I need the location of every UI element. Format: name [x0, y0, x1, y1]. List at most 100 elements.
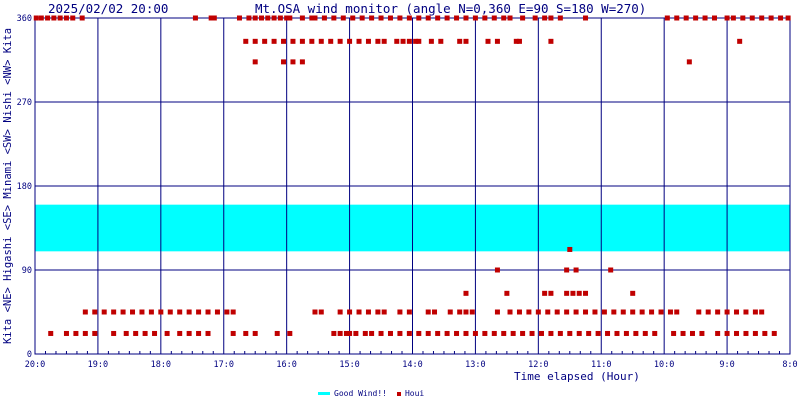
houi-point: [287, 330, 293, 336]
houi-point: [611, 309, 617, 315]
y-tick-label: 270: [17, 98, 32, 108]
houi-point: [350, 15, 356, 21]
houi-point: [564, 290, 570, 296]
houi-point: [482, 330, 488, 336]
houi-point: [133, 330, 139, 336]
houi-point: [365, 38, 371, 44]
chart-title: Mt.OSA wind monitor (angle N=0,360 E=90 …: [255, 1, 647, 16]
houi-point: [33, 15, 39, 21]
houi-point: [570, 290, 576, 296]
houi-point: [347, 309, 353, 315]
houi-point: [243, 38, 249, 44]
houi-point: [463, 290, 469, 296]
houi-point: [299, 15, 305, 21]
houi-point: [583, 15, 589, 21]
houi-point: [262, 38, 268, 44]
houi-point: [224, 309, 230, 315]
houi-point: [689, 330, 695, 336]
houi-point: [347, 330, 353, 336]
houi-point: [82, 309, 88, 315]
houi-point: [630, 309, 636, 315]
houi-point: [120, 309, 126, 315]
plot-frame: [34, 17, 791, 355]
houi-point: [583, 309, 589, 315]
houi-point: [605, 330, 611, 336]
houi-point: [328, 38, 334, 44]
houi-point: [545, 309, 551, 315]
houi-point: [287, 15, 293, 21]
houi-point: [142, 330, 148, 336]
houi-point: [740, 15, 746, 21]
houi-point: [82, 330, 88, 336]
houi-point: [130, 309, 136, 315]
houi-point: [45, 15, 51, 21]
houi-point: [771, 330, 777, 336]
houi-point: [428, 38, 434, 44]
houi-point: [557, 15, 563, 21]
houi-point: [759, 309, 765, 315]
houi-point: [435, 330, 441, 336]
houi-point: [623, 330, 629, 336]
houi-point: [494, 38, 500, 44]
houi-point: [375, 309, 381, 315]
houi-point: [186, 309, 192, 315]
houi-point: [111, 309, 117, 315]
houi-point: [576, 330, 582, 336]
houi-point: [749, 15, 755, 21]
houi-point: [724, 309, 730, 315]
houi-point: [494, 309, 500, 315]
houi-point: [378, 15, 384, 21]
houi-point: [425, 309, 431, 315]
houi-point: [595, 330, 601, 336]
houi-point: [712, 15, 717, 21]
houi-point: [318, 309, 324, 315]
houi-point: [309, 15, 315, 21]
houi-point: [778, 15, 784, 21]
houi-point: [529, 330, 535, 336]
houi-point: [63, 15, 69, 21]
houi-point: [630, 290, 636, 296]
houi-point: [397, 330, 403, 336]
houi-point: [538, 330, 544, 336]
houi-point: [347, 38, 353, 44]
houi-point: [192, 15, 198, 21]
houi-point: [639, 309, 645, 315]
houi-point: [205, 309, 211, 315]
houi-point: [567, 330, 573, 336]
houi-point: [413, 38, 419, 44]
houi-point: [444, 15, 450, 21]
houi-point: [397, 309, 403, 315]
houi-point: [196, 309, 202, 315]
x-tick-label: 19:0: [88, 360, 108, 370]
houi-point: [752, 330, 758, 336]
houi-point: [337, 38, 343, 44]
houi-point: [265, 15, 271, 21]
houi-point: [705, 309, 711, 315]
houi-point: [435, 15, 441, 21]
houi-point: [674, 309, 680, 315]
houi-point: [520, 330, 526, 336]
houi-point: [671, 330, 677, 336]
houi-point: [457, 309, 463, 315]
houi-point: [743, 309, 749, 315]
houi-point: [432, 309, 438, 315]
houi-point: [752, 309, 758, 315]
houi-point: [177, 309, 183, 315]
houi-point: [369, 330, 375, 336]
houi-point: [397, 15, 403, 21]
houi-point: [208, 15, 214, 21]
y-tick-label: 90: [22, 266, 32, 276]
houi-point: [457, 38, 463, 44]
houi-point: [482, 15, 488, 21]
houi-point: [633, 330, 639, 336]
houi-point: [715, 330, 721, 336]
houi-point: [284, 15, 290, 21]
houi-point: [472, 15, 478, 21]
legend: Good Wind!! Houi: [318, 389, 424, 398]
houi-point: [271, 15, 277, 21]
houi-point: [340, 15, 346, 21]
houi-point: [762, 330, 768, 336]
houi-point: [63, 330, 69, 336]
houi-point: [158, 309, 164, 315]
houi-point: [463, 38, 469, 44]
